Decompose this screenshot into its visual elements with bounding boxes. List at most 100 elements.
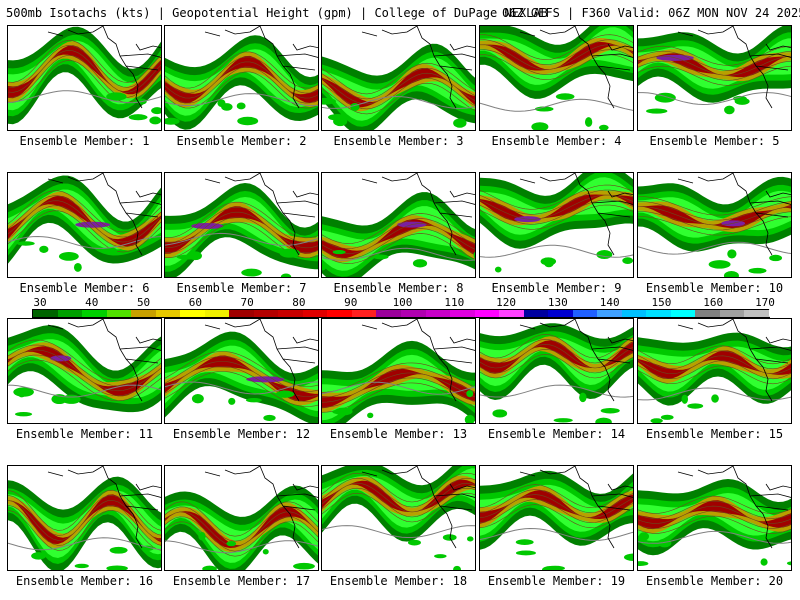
coastline — [677, 466, 791, 549]
colorbar-swatch — [572, 310, 598, 317]
geopotential-contour — [638, 530, 791, 544]
height-contour — [8, 359, 161, 402]
geopotential-contour — [638, 387, 791, 401]
colorbar-swatch — [719, 310, 745, 317]
height-contour — [322, 477, 475, 508]
member-caption: Ensemble Member: 9 — [491, 281, 622, 295]
isotach-patch — [466, 536, 474, 542]
height-contour — [638, 196, 791, 216]
height-contour — [165, 201, 318, 239]
height-contour — [8, 59, 161, 103]
colorbar-swatch — [695, 310, 720, 317]
isotach-patch — [553, 418, 573, 423]
coastline — [47, 173, 161, 256]
coastline — [47, 26, 161, 109]
geopotential-contour — [8, 90, 161, 104]
height-contour — [322, 72, 475, 105]
height-contour — [638, 505, 791, 524]
height-contour — [165, 361, 318, 397]
isotach-patch — [650, 418, 663, 423]
isotach-patch — [734, 97, 750, 105]
isotach-patch — [165, 117, 180, 125]
isotach-patch — [280, 273, 292, 277]
height-contour — [8, 54, 161, 98]
colorbar-tick-label: 50 — [136, 296, 151, 309]
height-contour — [322, 223, 475, 254]
isotach-patch — [367, 412, 374, 419]
colorbar-tick-label: 120 — [496, 296, 516, 309]
height-contour — [638, 206, 791, 226]
map-header: 500mb Isotachs (kts) | Geopotential Heig… — [0, 0, 800, 24]
member-caption: Ensemble Member: 13 — [329, 427, 468, 441]
isotach-patch — [13, 387, 34, 397]
ensemble-panel-18 — [321, 465, 476, 571]
isotach-patch — [31, 552, 46, 560]
height-contour — [8, 349, 161, 392]
isotach-patch — [515, 550, 536, 556]
height-contour — [638, 350, 791, 370]
isotach-patch — [453, 565, 461, 570]
isotach-patch — [708, 260, 731, 269]
height-contour — [322, 213, 475, 244]
isotach-patch — [541, 566, 560, 570]
ensemble-map-4 — [480, 26, 633, 130]
height-contour — [8, 210, 161, 253]
member-caption: Ensemble Member: 12 — [172, 427, 311, 441]
colorbar-swatch — [376, 310, 401, 317]
height-contour — [8, 200, 161, 243]
colorbar-swatch — [351, 310, 377, 317]
geopotential-contour — [322, 381, 475, 395]
isotach-patch — [275, 390, 295, 398]
isotach-band — [638, 350, 791, 379]
colorbar-left-arrow — [16, 309, 32, 317]
member-caption: Ensemble Member: 17 — [172, 574, 311, 588]
geopotential-contour — [165, 540, 318, 554]
isotach-patch — [769, 254, 783, 262]
height-contour — [480, 199, 633, 225]
isotach-patch — [555, 93, 575, 100]
geopotential-contour — [165, 232, 318, 246]
isotach-patch — [598, 124, 609, 130]
height-contour — [480, 494, 633, 519]
colorbar-right-arrow — [769, 309, 785, 317]
isotach-band — [638, 496, 791, 534]
isotach-band — [638, 204, 791, 229]
member-caption: Ensemble Member: 8 — [333, 281, 464, 295]
ensemble-panel-3 — [321, 25, 476, 131]
height-contour — [638, 360, 791, 380]
ensemble-map-15 — [638, 319, 791, 423]
height-contour — [638, 365, 791, 385]
colorbar-tick-label: 110 — [444, 296, 465, 309]
ensemble-panel-9 — [479, 172, 634, 278]
isotach-patch — [724, 105, 735, 115]
ensemble-panel-15 — [637, 318, 792, 424]
height-contour — [322, 218, 475, 249]
height-contour — [8, 339, 161, 382]
height-contour — [8, 195, 161, 238]
isotach-patch — [372, 254, 389, 260]
member-caption: Ensemble Member: 7 — [176, 281, 307, 295]
geopotential-contour — [8, 235, 161, 249]
height-contour — [322, 228, 475, 259]
height-contour — [480, 54, 633, 80]
height-contour — [638, 216, 791, 236]
height-contour — [165, 211, 318, 249]
height-contour — [638, 60, 791, 81]
ensemble-panel-4 — [479, 25, 634, 131]
isotach-patch — [760, 558, 768, 566]
colorbar-swatch — [474, 310, 500, 317]
height-contour — [8, 509, 161, 551]
height-contour — [8, 489, 161, 531]
coastline — [47, 466, 161, 549]
isotach-patch — [515, 539, 534, 545]
isotach-band — [8, 45, 161, 99]
colorbar-tick-label: 90 — [344, 296, 358, 309]
colorbar-swatch — [327, 310, 352, 317]
coastline — [47, 319, 161, 402]
colorbar-swatch — [253, 310, 279, 317]
height-contour — [322, 487, 475, 518]
isotach-band — [322, 68, 475, 108]
height-contour — [638, 495, 791, 514]
height-contour — [8, 499, 161, 541]
coastline — [361, 466, 475, 549]
